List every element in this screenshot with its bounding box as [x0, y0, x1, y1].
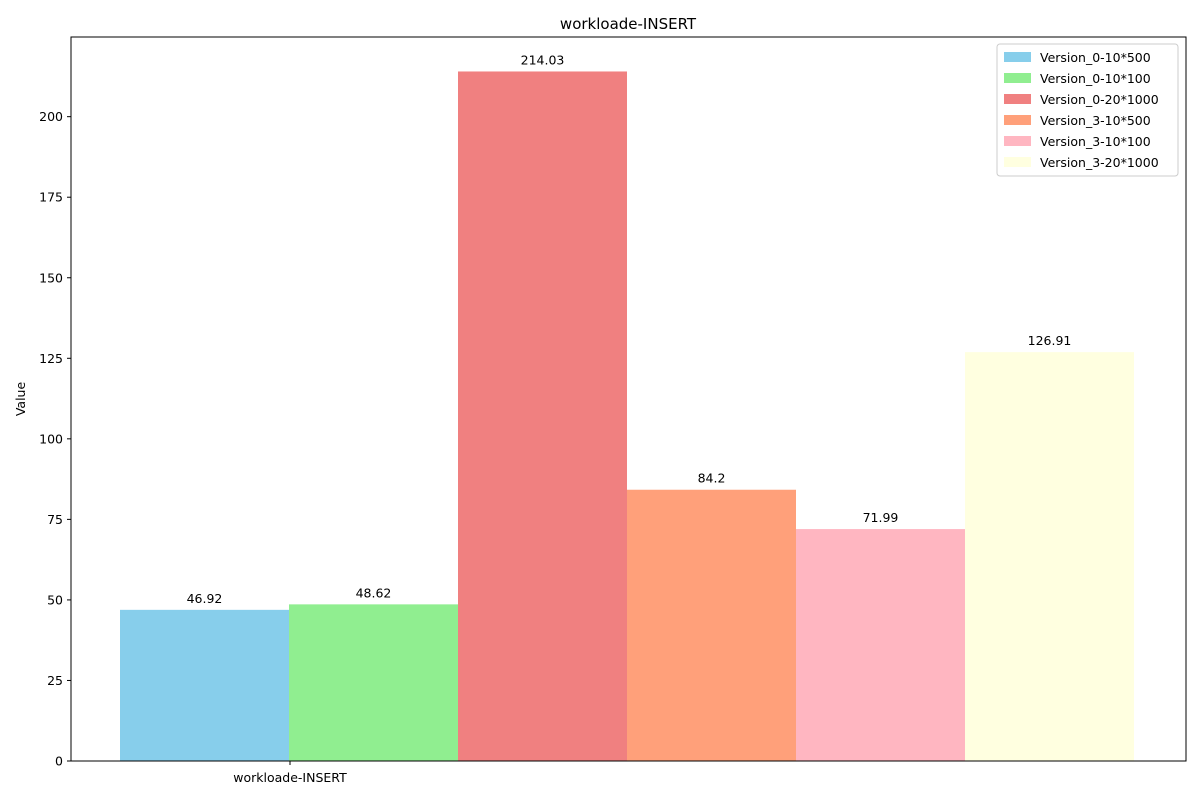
- y-tick-label-4: 100: [39, 431, 63, 446]
- legend-label-3: Version_0-20*1000: [1040, 92, 1159, 107]
- legend: Version_0-10*500 Version_0-10*100 Version_…: [996, 43, 1179, 177]
- bar-4: [627, 489, 796, 761]
- legend-box: [996, 43, 1179, 177]
- y-axis-title: Value: [13, 382, 28, 417]
- bar-2: [289, 604, 458, 761]
- bar-6: [965, 352, 1134, 761]
- data-label-4: 84.2: [698, 471, 726, 486]
- y-tick-label-0: 0: [55, 754, 63, 769]
- data-label-3: 214.03: [521, 52, 565, 67]
- legend-swatch-6: [1004, 157, 1031, 167]
- legend-swatch-1: [1004, 52, 1031, 62]
- chart-title: workloade-INSERT: [560, 15, 697, 33]
- data-label-6: 126.91: [1028, 333, 1072, 348]
- x-tick-label-0: workloade-INSERT: [233, 770, 347, 785]
- bar-5: [796, 529, 965, 761]
- legend-label-1: Version_0-10*500: [1040, 50, 1151, 65]
- bar-3: [458, 71, 627, 762]
- bar-1: [120, 609, 289, 761]
- data-label-1: 46.92: [187, 591, 223, 606]
- data-label-5: 71.99: [863, 510, 899, 525]
- legend-label-2: Version_0-10*100: [1040, 71, 1151, 86]
- y-tick-label-5: 125: [39, 351, 63, 366]
- legend-label-6: Version_3-20*1000: [1040, 155, 1159, 170]
- y-tick-label-1: 25: [47, 673, 63, 688]
- y-tick-label-3: 75: [47, 512, 63, 527]
- plot-frame: [70, 36, 1187, 762]
- legend-swatch-2: [1004, 73, 1031, 83]
- y-tick-label-8: 200: [39, 109, 63, 124]
- plot-area: 46.92 48.62 214.03 84.2 71.99 126.91 0 25 50 75 10…: [39, 36, 1187, 785]
- legend-label-5: Version_3-10*100: [1040, 134, 1151, 149]
- data-label-2: 48.62: [356, 585, 392, 600]
- legend-swatch-4: [1004, 115, 1031, 125]
- y-tick-label-2: 50: [47, 592, 63, 607]
- y-tick-label-7: 175: [39, 190, 63, 205]
- legend-label-4: Version_3-10*500: [1040, 113, 1151, 128]
- legend-swatch-5: [1004, 136, 1031, 146]
- y-tick-label-6: 150: [39, 270, 63, 285]
- legend-swatch-3: [1004, 94, 1031, 104]
